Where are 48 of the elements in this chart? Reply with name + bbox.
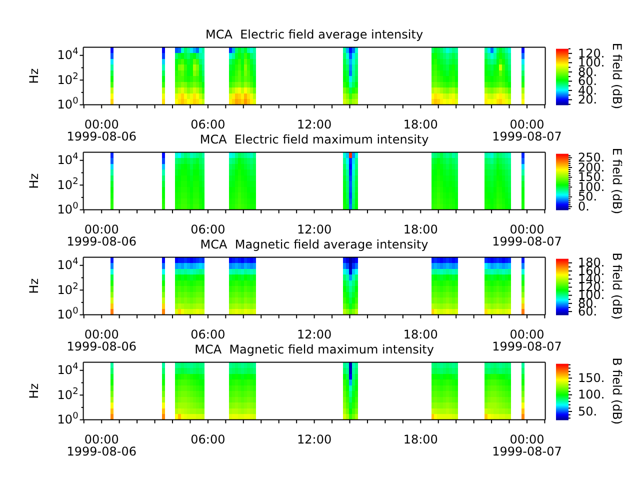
x-tick-label: 12:00 — [297, 117, 332, 132]
color-bar-title: B field (dB) — [610, 358, 624, 425]
x-tick-label: 00:00 1999-08-06 — [66, 432, 136, 458]
y-tick-label: 10$^{4}$ — [57, 257, 79, 272]
chart-title: MCA Electric field maximum intensity — [200, 132, 429, 146]
x-tick-label: 06:00 — [190, 327, 226, 342]
y-tick-label: 10$^{2}$ — [57, 386, 78, 402]
x-tick-label: 12:00 — [297, 222, 332, 236]
y-tick-label: 10$^{0}$ — [57, 306, 79, 322]
color-bar-label: 0. — [578, 200, 590, 214]
x-tick-label: 18:00 — [403, 327, 438, 342]
color-bar-title: B field (dB) — [610, 252, 624, 320]
x-tick-label: 18:00 — [403, 432, 438, 446]
y-tick-label: 10$^{4}$ — [57, 362, 79, 378]
x-tick-label: 06:00 — [190, 117, 226, 132]
x-tick-label: 06:00 — [190, 432, 226, 446]
y-tick-label: 10$^{4}$ — [57, 152, 79, 168]
color-bar-label: 150. — [578, 370, 605, 385]
y-axis-title: Hz — [27, 278, 41, 294]
x-tick-label: 00:00 1999-08-07 — [492, 327, 562, 354]
y-tick-label: 10$^{0}$ — [57, 202, 79, 217]
x-tick-label: 00:00 1999-08-07 — [492, 432, 562, 458]
y-tick-label: 10$^{4}$ — [57, 47, 79, 62]
y-axis-title: Hz — [27, 173, 41, 189]
y-tick-label: 10$^{0}$ — [57, 96, 79, 112]
chart-title: MCA Magnetic field average intensity — [200, 237, 428, 252]
x-tick-label: 06:00 — [190, 222, 226, 236]
y-axis-title: Hz — [27, 68, 41, 84]
x-tick-label: 12:00 — [297, 432, 332, 446]
color-bar-label: 100. — [578, 388, 605, 402]
x-tick-label: 00:00 1999-08-06 — [66, 327, 136, 354]
y-tick-label: 10$^{2}$ — [57, 282, 78, 297]
y-tick-label: 10$^{2}$ — [57, 176, 78, 192]
y-tick-label: 10$^{0}$ — [57, 412, 79, 427]
chart-title: MCA Magnetic field maximum intensity — [194, 342, 434, 356]
y-axis-title: Hz — [27, 383, 41, 399]
x-tick-label: 00:00 1999-08-06 — [66, 222, 136, 248]
x-tick-label: 00:00 1999-08-06 — [66, 117, 136, 144]
x-tick-label: 00:00 1999-08-07 — [492, 222, 562, 248]
color-bar-label: 50. — [578, 404, 598, 418]
color-bar-title: E field (dB) — [610, 42, 624, 110]
x-tick-label: 18:00 — [403, 222, 438, 236]
y-tick-label: 10$^{2}$ — [57, 72, 78, 87]
x-tick-label: 12:00 — [297, 327, 332, 342]
color-bar-title: E field (dB) — [610, 148, 624, 214]
chart-title: MCA Electric field average intensity — [206, 27, 424, 42]
x-tick-label: 00:00 1999-08-07 — [492, 117, 562, 144]
x-tick-label: 18:00 — [403, 117, 438, 132]
